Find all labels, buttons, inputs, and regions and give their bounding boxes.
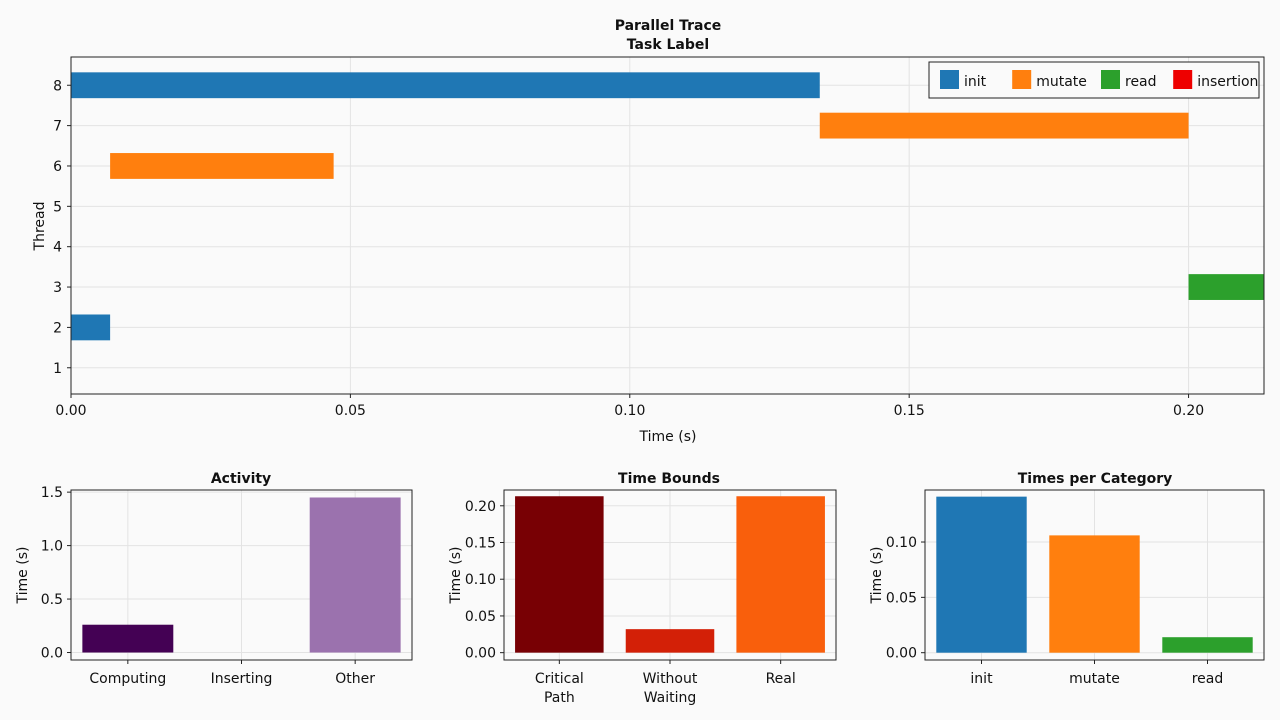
- main-y-tick-label: 1: [53, 361, 62, 377]
- legend-swatch-mutate: [1012, 70, 1032, 89]
- main-title: Parallel Trace: [615, 18, 722, 34]
- main-y-tick-label: 2: [53, 320, 62, 336]
- panel-y-axis-label: Time (s): [15, 547, 31, 605]
- main-y-tick-label: 5: [53, 199, 62, 215]
- bar: [1049, 535, 1140, 653]
- task-bar-init: [71, 72, 820, 99]
- legend: init mutate read insertion: [928, 61, 1260, 99]
- legend-label-read: read: [1125, 74, 1157, 90]
- main-y-tick-label: 3: [53, 280, 62, 296]
- panel-x-tick-label: mutate: [1069, 671, 1120, 687]
- bar: [1162, 637, 1253, 653]
- panel-x-tick-label: Computing: [89, 671, 166, 687]
- panel-y-tick-label: 0.20: [465, 499, 496, 515]
- panel-y-tick-label: 1.0: [41, 539, 63, 555]
- main-y-tick-label: 4: [53, 240, 62, 256]
- task-bar-read: [1188, 274, 1264, 300]
- legend-label-mutate: mutate: [1036, 74, 1087, 90]
- main-x-tick-label: 0.20: [1173, 403, 1204, 419]
- panel-x-tick-label: Critical Path: [535, 671, 584, 706]
- panel-x-tick-label: Real: [766, 671, 796, 687]
- main-plot-frame: [70, 56, 1265, 395]
- panel-x-tick-label: init: [970, 671, 993, 687]
- panel-y-tick-label: 0.10: [465, 572, 496, 588]
- main-y-tick-label: 6: [53, 159, 62, 175]
- bar: [82, 624, 174, 653]
- main-y-tick-label: 8: [53, 78, 62, 94]
- legend-swatch-init: [940, 70, 959, 89]
- panel-y-axis-label: Time (s): [869, 547, 885, 605]
- panel-title: Times per Category: [1018, 471, 1173, 487]
- task-bar-mutate: [110, 153, 334, 179]
- panel-y-tick-label: 0.05: [886, 590, 917, 606]
- time-bounds-chart: Time Bounds 0.00 0.05 0.10 0.15 0.20 Critical P…: [448, 471, 837, 706]
- panel-y-tick-label: 0.5: [41, 592, 63, 608]
- bar: [625, 629, 715, 653]
- times-per-category-chart: Times per Category 0.00 0.05 0.10 init mutate…: [869, 471, 1265, 687]
- panel-y-tick-label: 0.0: [41, 646, 63, 662]
- legend-swatch-insertion: [1173, 70, 1193, 89]
- parallel-trace-chart: Parallel Trace Task Label 0.00 0.05 0.10 0.…: [32, 18, 1265, 445]
- panel-y-tick-label: 0.00: [465, 646, 496, 662]
- panel-x-tick-label: Inserting: [211, 671, 273, 687]
- main-y-axis-label: Thread: [32, 202, 48, 252]
- bar: [936, 496, 1027, 653]
- panel-y-tick-label: 0.10: [886, 535, 917, 551]
- panel-x-tick-label: Without Waiting: [643, 671, 698, 706]
- main-x-tick-label: 0.10: [614, 403, 645, 419]
- legend-label-init: init: [964, 74, 987, 90]
- bar: [309, 497, 401, 653]
- main-x-tick-label: 0.15: [894, 403, 925, 419]
- panel-x-tick-label: read: [1192, 671, 1224, 687]
- task-bar-init: [71, 314, 111, 341]
- panel-title: Activity: [211, 471, 271, 487]
- panel-y-tick-label: 0.15: [465, 536, 496, 552]
- panel-x-tick-label: Other: [335, 671, 375, 687]
- bar: [515, 496, 604, 653]
- bar: [736, 496, 825, 653]
- main-subtitle: Task Label: [627, 37, 709, 53]
- panel-y-tick-label: 0.05: [465, 609, 496, 625]
- panel-y-axis-label: Time (s): [448, 547, 464, 605]
- main-y-tick-label: 7: [53, 119, 62, 135]
- activity-chart: Activity 0.0 0.5 1.0 1.5 Computing Inserting Ot…: [15, 471, 413, 687]
- panel-y-tick-label: 1.5: [41, 485, 63, 501]
- legend-swatch-read: [1101, 70, 1120, 89]
- legend-label-insertion: insertion: [1197, 74, 1258, 90]
- main-x-tick-label: 0.05: [335, 403, 366, 419]
- legend-frame: [928, 61, 1260, 99]
- panel-y-tick-label: 0.00: [886, 646, 917, 662]
- task-bar-mutate: [819, 112, 1189, 139]
- main-x-tick-label: 0.00: [55, 403, 86, 419]
- main-x-axis-label: Time (s): [639, 429, 697, 445]
- panel-title: Time Bounds: [618, 471, 720, 487]
